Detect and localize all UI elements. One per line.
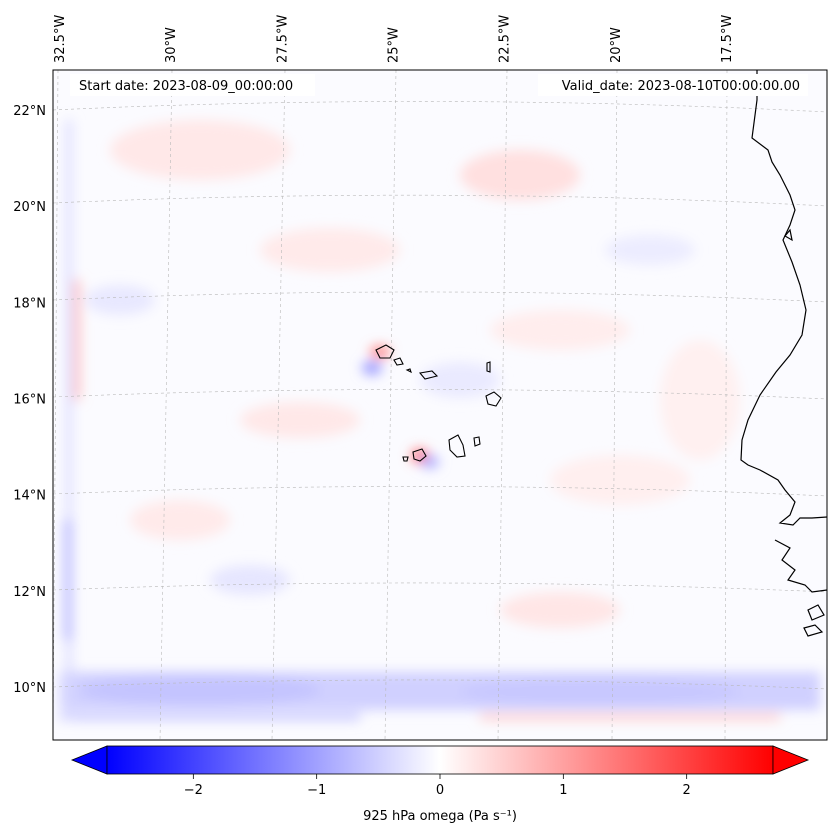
- latitude-label: 20°N: [13, 200, 46, 215]
- colorbar-gradient: [106, 745, 774, 775]
- colorbar-tick-label: −1: [307, 783, 326, 798]
- longitude-label: 25°W: [387, 27, 402, 63]
- longitude-label: 22.5°W: [498, 15, 513, 63]
- latitude-labels: 22°N 20°N 18°N 16°N 14°N 12°N 10°N: [13, 104, 46, 696]
- latitude-label: 12°N: [13, 585, 46, 600]
- coastline: [740, 70, 827, 637]
- colorbar-label: 925 hPa omega (Pa s⁻¹): [363, 809, 517, 824]
- islands: [375, 344, 502, 462]
- longitude-label: 32.5°W: [53, 15, 68, 63]
- latitude-label: 10°N: [13, 681, 46, 696]
- colorbar-tick-label: 0: [436, 783, 444, 798]
- gridlines: [53, 70, 827, 740]
- colorbar-tick-label: 2: [683, 783, 691, 798]
- latitude-label: 18°N: [13, 296, 46, 311]
- longitude-label: 27.5°W: [275, 15, 290, 63]
- colorbar-ticks: −2 −1 0 1 2: [184, 774, 691, 798]
- colorbar-tick-label: −2: [184, 783, 203, 798]
- longitude-label: 17.5°W: [720, 15, 735, 63]
- colorbar-min-extend: [70, 745, 108, 775]
- map-border: [52, 69, 828, 741]
- latitude-label: 22°N: [13, 104, 46, 119]
- latitude-label: 16°N: [13, 393, 46, 408]
- latitude-label: 14°N: [13, 489, 46, 504]
- colorbar-max-extend: [772, 745, 810, 775]
- start-label-box: [70, 74, 315, 96]
- longitude-label: 20°W: [609, 27, 624, 63]
- start-date-label: Start date: 2023-08-09_00:00:00: [79, 79, 293, 94]
- omega-field: [53, 70, 827, 740]
- valid-label-box: [538, 74, 808, 96]
- longitude-labels: 32.5°W 30°W 27.5°W 25°W 22.5°W 20°W 17.5°W: [53, 15, 735, 63]
- longitude-label: 30°W: [164, 27, 179, 63]
- valid-date-label: Valid_date: 2023-08-10T00:00:00.00: [562, 79, 800, 94]
- colorbar: −2 −1 0 1 2 925 hPa omega (Pa s⁻¹): [70, 745, 810, 824]
- colorbar-tick-label: 1: [559, 783, 567, 798]
